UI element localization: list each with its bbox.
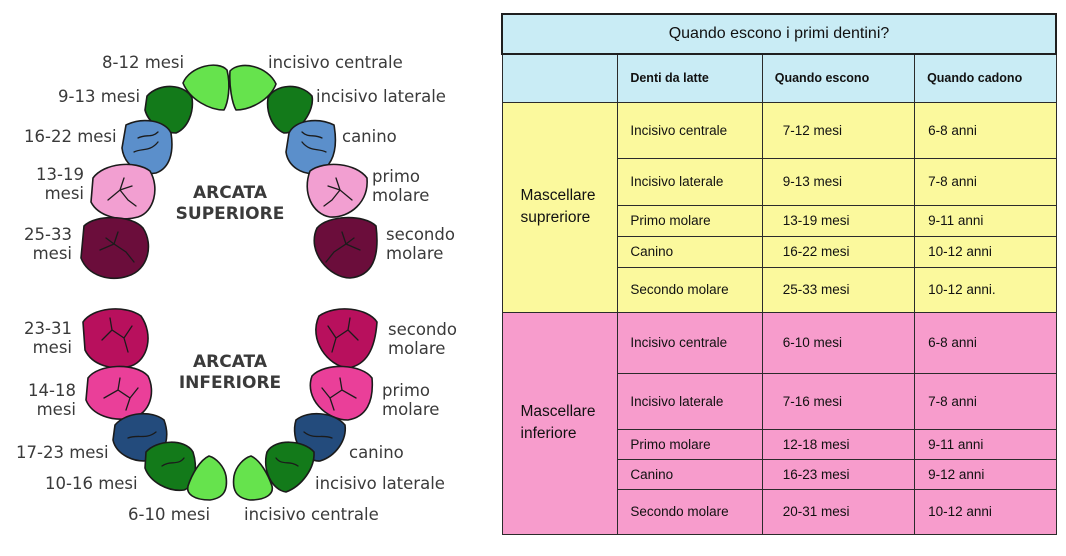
cell-shed: 6-8 anni (914, 101, 1057, 159)
label-lower-canine-age: 17-23 mesi (16, 443, 109, 462)
cell-shed: 10-12 anni. (914, 266, 1057, 313)
cell-shed: 10-12 anni (914, 488, 1057, 535)
table-header-row: Denti da latte Quando escono Quando cado… (501, 53, 1057, 103)
eruption-table: Quando escono i primi dentini? Denti da … (501, 13, 1057, 535)
label-upper-central-age: 8-12 mesi (102, 53, 185, 72)
table-row: Canino 16-22 mesi 10-12 anni (502, 235, 1057, 268)
cell-erupt: 12-18 mesi (761, 428, 916, 460)
label-lower-lateral-age: 10-16 mesi (45, 474, 138, 493)
group-lower-label: Mascellare inferiore (501, 311, 619, 535)
upper-lateral-incisor-right (266, 85, 314, 134)
table-row: Secondo molare 25-33 mesi 10-12 anni. (502, 266, 1057, 313)
cell-erupt: 7-12 mesi (761, 101, 916, 159)
upper-second-molar-left (80, 216, 150, 280)
cell-erupt: 6-10 mesi (761, 311, 916, 374)
cell-shed: 7-8 anni (914, 157, 1057, 206)
cell-tooth: Incisivo laterale (617, 372, 763, 430)
table-row: Incisivo laterale 7-16 mesi 7-8 anni (502, 372, 1057, 430)
header-cadono: Quando cadono (914, 53, 1057, 103)
lower-lateral-incisor-right (265, 441, 315, 493)
label-upper-lateral-name: incisivo laterale (316, 87, 446, 106)
upper-second-molar-right (313, 216, 378, 279)
label-upper-first-molar-age: 13-19 mesi (36, 165, 84, 203)
lower-arch-title: ARCATA INFERIORE (178, 352, 282, 393)
lower-second-molar-left (82, 308, 149, 369)
label-lower-second-molar-name: secondo molare (388, 320, 457, 358)
label-lower-first-molar-name: primo molare (382, 381, 440, 419)
eruption-table-container: Quando escono i primi dentini? Denti da … (501, 13, 1057, 535)
lower-central-incisor-left (186, 455, 228, 501)
upper-arch-title: ARCATA SUPERIORE (175, 183, 285, 224)
header-empty (501, 53, 619, 103)
label-lower-central-name: incisivo centrale (244, 505, 379, 524)
label-lower-canine-name: canino (349, 443, 404, 462)
upper-first-molar-left (90, 163, 156, 220)
cell-erupt: 20-31 mesi (761, 488, 916, 535)
table-row: Primo molare 13-19 mesi 9-11 anni (502, 204, 1057, 237)
cell-shed: 10-12 anni (914, 235, 1057, 268)
upper-central-incisor-left (182, 64, 230, 111)
cell-erupt: 25-33 mesi (761, 266, 916, 313)
lower-lateral-incisor-left (144, 441, 197, 492)
header-escono: Quando escono (761, 53, 916, 103)
cell-erupt: 16-23 mesi (761, 458, 916, 490)
table-row: Mascellare supreriore Incisivo centrale … (501, 101, 1057, 313)
table-title: Quando escono i primi dentini? (501, 13, 1057, 55)
cell-shed: 7-8 anni (914, 372, 1057, 430)
cell-tooth: Incisivo centrale (617, 101, 763, 159)
label-upper-canine-name: canino (342, 127, 397, 146)
upper-first-molar-right (306, 163, 368, 218)
upper-canine-right (285, 119, 337, 175)
cell-tooth: Secondo molare (617, 266, 763, 313)
header-denti: Denti da latte (617, 53, 763, 103)
cell-erupt: 16-22 mesi (761, 235, 916, 268)
label-lower-central-age: 6-10 mesi (128, 505, 211, 524)
cell-tooth: Incisivo laterale (617, 157, 763, 206)
cell-shed: 9-12 anni (914, 458, 1057, 490)
label-upper-central-name: incisivo centrale (268, 53, 403, 72)
group-upper-label: Mascellare supreriore (501, 101, 619, 313)
label-lower-second-molar-age: 23-31 mesi (24, 319, 72, 357)
table-row: Primo molare 12-18 mesi 9-11 anni (502, 428, 1057, 460)
cell-tooth: Canino (617, 235, 763, 268)
upper-central-incisor-right (229, 64, 277, 111)
lower-first-molar-right (309, 365, 374, 421)
table-row: Canino 16-23 mesi 9-12 anni (502, 458, 1057, 490)
label-upper-second-molar-age: 25-33 mesi (24, 225, 72, 263)
lower-second-molar-right (315, 308, 378, 369)
table-row: Secondo molare 20-31 mesi 10-12 anni (502, 488, 1057, 535)
cell-tooth: Secondo molare (617, 488, 763, 535)
cell-erupt: 13-19 mesi (761, 204, 916, 237)
table-row: Incisivo laterale 9-13 mesi 7-8 anni (502, 157, 1057, 206)
table-row: Mascellare inferiore Incisivo centrale 6… (501, 311, 1057, 535)
cell-erupt: 7-16 mesi (761, 372, 916, 430)
cell-shed: 9-11 anni (914, 204, 1057, 237)
cell-tooth: Incisivo centrale (617, 311, 763, 374)
cell-erupt: 9-13 mesi (761, 157, 916, 206)
teeth-eruption-diagram: ARCATA SUPERIORE ARCATA INFERIORE 8-12 m… (0, 0, 500, 556)
label-lower-lateral-name: incisivo laterale (315, 474, 445, 493)
label-upper-lateral-age: 9-13 mesi (58, 87, 141, 106)
dental-arches-svg (80, 64, 378, 501)
label-lower-first-molar-age: 14-18 mesi (28, 381, 76, 419)
label-upper-first-molar-name: primo molare (372, 167, 430, 205)
cell-tooth: Canino (617, 458, 763, 490)
cell-tooth: Primo molare (617, 428, 763, 460)
lower-central-incisor-right (232, 455, 274, 501)
label-upper-canine-age: 16-22 mesi (24, 127, 117, 146)
cell-tooth: Primo molare (617, 204, 763, 237)
lower-first-molar-left (85, 365, 153, 420)
label-upper-second-molar-name: secondo molare (386, 225, 455, 263)
cell-shed: 9-11 anni (914, 428, 1057, 460)
cell-shed: 6-8 anni (914, 311, 1057, 374)
